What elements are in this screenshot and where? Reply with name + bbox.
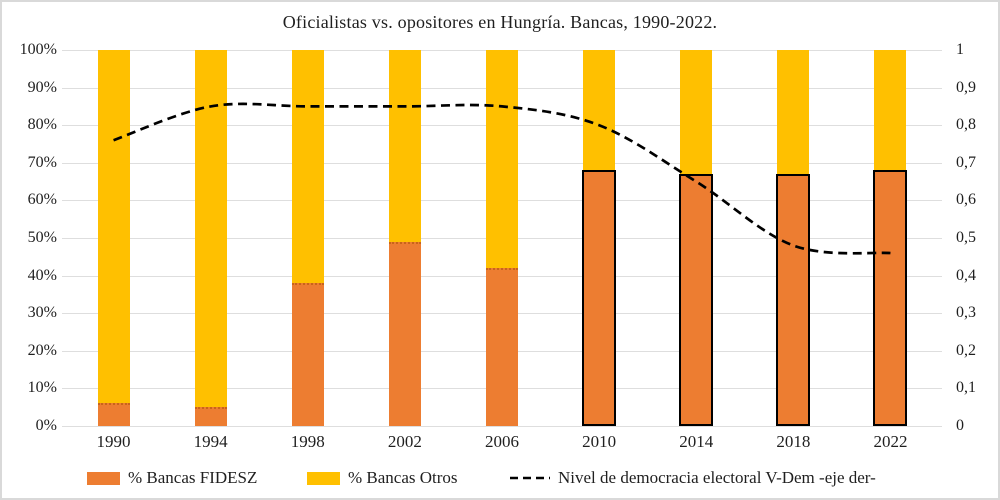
left-axis-tick-label: 90%	[27, 78, 57, 96]
x-axis-label: 2010	[582, 432, 617, 451]
left-axis-tick-label: 30%	[27, 304, 57, 322]
bar-segment-fidesz	[194, 407, 227, 426]
right-axis-tick-label: 0,2	[956, 341, 976, 359]
right-axis-tick-label: 0,3	[956, 304, 976, 322]
bar-segment-fidesz	[388, 241, 421, 426]
bar-segment-otros	[97, 50, 130, 404]
bar-segment-fidesz	[776, 174, 811, 426]
right-axis-tick-label: 0,6	[956, 191, 976, 209]
legend-item-vdem: Nivel de democracia electoral V-Dem -eje…	[510, 468, 876, 488]
right-axis-tick-label: 0	[956, 417, 964, 434]
x-axis-label: 1990	[96, 432, 131, 451]
left-axis-tick-label: 60%	[27, 191, 57, 209]
bar-segment-fidesz	[679, 174, 714, 426]
bar-segment-otros	[194, 50, 227, 408]
left-axis-tick-label: 20%	[27, 341, 57, 359]
x-axis-label: 2014	[679, 432, 714, 451]
legend-label-otros: % Bancas Otros	[348, 468, 458, 487]
right-axis-tick-label: 0,9	[956, 78, 976, 96]
right-axis-tick-label: 0,7	[956, 153, 976, 171]
legend-item-fidesz: % Bancas FIDESZ	[87, 468, 257, 488]
left-axis-tick-label: 10%	[27, 379, 57, 397]
right-axis-tick-label: 1	[956, 41, 964, 58]
otros-swatch-icon	[307, 471, 340, 485]
bar-segment-fidesz	[97, 403, 130, 426]
right-axis-tick-label: 0,1	[956, 379, 976, 397]
legend-item-otros: % Bancas Otros	[307, 468, 458, 488]
bar-segment-fidesz	[582, 170, 617, 426]
left-axis-tick-label: 50%	[27, 229, 57, 246]
chart-title: Oficialistas vs. opositores en Hungría. …	[282, 12, 718, 32]
right-axis-tick-label: 0,8	[956, 116, 976, 134]
bar-segment-otros	[291, 50, 324, 284]
bar-segment-otros	[583, 50, 616, 171]
bar-segment-otros	[874, 50, 907, 171]
x-axis-label: 2022	[873, 432, 908, 451]
left-axis-tick-label: 40%	[27, 266, 57, 284]
bar-segment-otros	[388, 50, 421, 242]
legend-label-vdem: Nivel de democracia electoral V-Dem -eje…	[558, 468, 876, 487]
dashed-line-icon	[510, 476, 550, 480]
x-axis-label: 1998	[290, 432, 325, 451]
x-axis-label: 2006	[485, 432, 519, 451]
bar-segment-otros	[680, 50, 713, 175]
left-axis-tick-label: 100%	[19, 41, 57, 58]
bar-segment-otros	[486, 50, 518, 269]
gridline	[62, 426, 942, 427]
bar-segment-otros	[777, 50, 810, 175]
right-axis-tick-label: 0,4	[956, 266, 976, 284]
x-axis-label: 1994	[193, 432, 228, 451]
legend-label-fidesz: % Bancas FIDESZ	[128, 468, 258, 487]
fidesz-swatch-icon	[87, 471, 120, 485]
left-axis-tick-label: 0%	[35, 417, 57, 434]
left-axis-tick-label: 80%	[27, 116, 57, 134]
left-axis-tick-label: 70%	[27, 153, 57, 171]
x-axis-label: 2002	[387, 432, 422, 451]
x-axis-label: 2018	[776, 432, 811, 451]
bar-segment-fidesz	[291, 283, 324, 426]
bar-segment-fidesz	[873, 170, 908, 426]
bar-segment-fidesz	[486, 268, 518, 426]
right-axis-tick-label: 0,5	[956, 229, 976, 246]
